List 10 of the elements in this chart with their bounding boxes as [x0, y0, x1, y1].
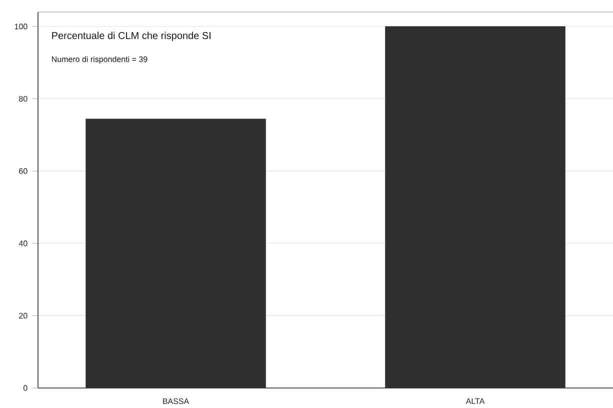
y-tick-label: 40 [18, 240, 28, 246]
y-tick-label: 20 [19, 312, 28, 319]
y-tick-label: 0 [23, 385, 28, 391]
y-tick-label: 60 [19, 168, 28, 174]
x-tick-label: ALTA [466, 398, 485, 404]
y-tick-label: 100 [14, 24, 28, 30]
x-tick-label: BASSA [163, 398, 190, 404]
text: Percentuale di CLM che risponde SI [52, 32, 210, 42]
y-tick-label: 80 [19, 96, 28, 102]
text: Numero di rispondenti = 39 [52, 56, 148, 64]
